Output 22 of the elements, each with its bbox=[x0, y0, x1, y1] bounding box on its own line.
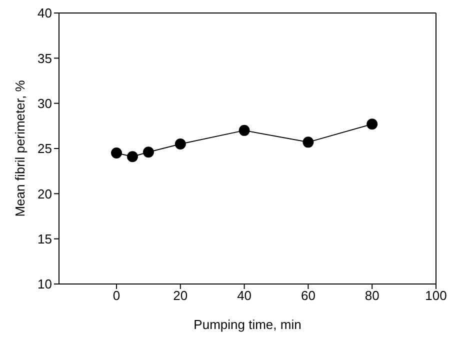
point bbox=[174, 138, 186, 150]
y-tick-label: 15 bbox=[38, 231, 52, 246]
x-tick-label: 40 bbox=[237, 288, 252, 304]
point bbox=[366, 118, 378, 130]
y-axis-title: Mean fibril perimeter, % bbox=[12, 80, 28, 217]
y-tick-label: 40 bbox=[38, 6, 52, 21]
point bbox=[111, 148, 122, 159]
y-tick-label: 35 bbox=[38, 50, 52, 66]
y-tick-label: 10 bbox=[38, 276, 52, 292]
y-tick-label: 20 bbox=[38, 186, 52, 202]
point bbox=[126, 151, 138, 162]
point bbox=[302, 136, 314, 148]
y-tick-label: 25 bbox=[38, 141, 52, 156]
x-tick-label: 60 bbox=[300, 288, 316, 304]
point bbox=[238, 124, 250, 136]
point bbox=[142, 146, 154, 158]
x-axis-title: Pumping time, min bbox=[194, 317, 302, 332]
x-tick-label: 20 bbox=[173, 288, 188, 304]
x-tick-label: 0 bbox=[112, 288, 120, 304]
x-tick-label: 80 bbox=[364, 288, 380, 304]
x-tick-label: 100 bbox=[425, 288, 447, 304]
y-tick-label: 30 bbox=[38, 96, 52, 111]
